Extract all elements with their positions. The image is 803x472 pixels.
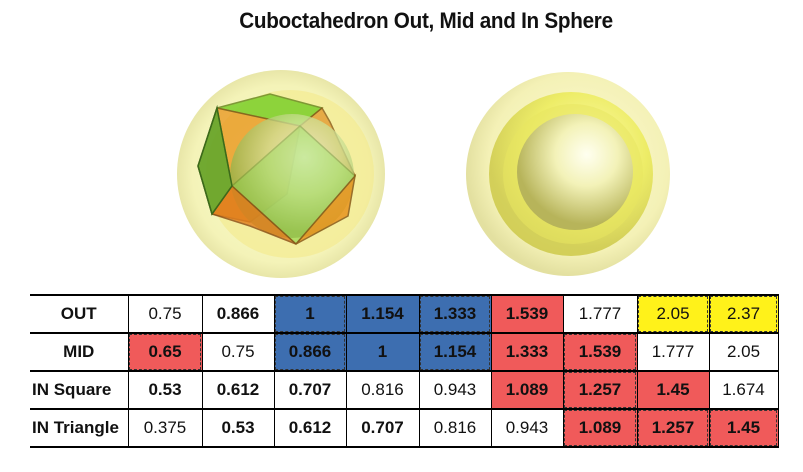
radius-table: OUT 0.75 0.866 1 1.154 1.333 1.539 1.777 2.05 2.3…	[30, 294, 779, 448]
table-cell: 0.866	[273, 332, 347, 372]
table-cell: 1.777	[562, 294, 638, 334]
table-cell: 0.943	[490, 408, 564, 448]
table-row: IN Square 0.53 0.612 0.707 0.816 0.943 1.089 1.…	[30, 370, 779, 410]
table-cell: 0.707	[273, 370, 347, 410]
cuboctahedron-sphere-image	[172, 66, 390, 282]
table-cell: 1.257	[562, 370, 638, 410]
table-cell: 0.53	[127, 370, 203, 410]
row-header: IN Triangle	[30, 408, 129, 448]
table-cell: 0.816	[418, 408, 492, 448]
table-cell: 0.866	[201, 294, 275, 334]
nested-spheres-image	[462, 66, 680, 282]
row-header: MID	[30, 332, 129, 372]
table-cell: 1.154	[345, 294, 420, 334]
table-cell: 0.943	[418, 370, 492, 410]
table-row: OUT 0.75 0.866 1 1.154 1.333 1.539 1.777 2.05 2.3…	[30, 294, 779, 334]
table-cell: 1	[273, 294, 347, 334]
table-cell: 1.089	[562, 408, 638, 448]
table-cell: 0.75	[127, 294, 203, 334]
table-cell: 0.612	[273, 408, 347, 448]
table-cell: 2.05	[708, 332, 779, 372]
table-cell: 0.612	[201, 370, 275, 410]
row-header: OUT	[30, 294, 129, 334]
table-cell: 1.257	[636, 408, 710, 448]
table-cell: 0.707	[345, 408, 420, 448]
table-cell: 1.539	[490, 294, 564, 334]
table-cell: 1.333	[418, 294, 492, 334]
table-cell: 0.816	[345, 370, 420, 410]
table-cell: 1.089	[490, 370, 564, 410]
table-cell: 1.45	[708, 408, 779, 448]
table-cell: 1.45	[636, 370, 710, 410]
table-cell: 0.75	[201, 332, 275, 372]
table-cell: 0.53	[201, 408, 275, 448]
table-cell: 1.333	[490, 332, 564, 372]
table-row: MID 0.65 0.75 0.866 1 1.154 1.333 1.539 1.777 2.0…	[30, 332, 779, 372]
table-cell: 1	[345, 332, 420, 372]
table-cell: 0.65	[127, 332, 203, 372]
table-cell: 2.05	[636, 294, 710, 334]
table-cell: 1.154	[418, 332, 492, 372]
table-cell: 1.674	[708, 370, 779, 410]
table-cell: 1.539	[562, 332, 638, 372]
table-row: IN Triangle 0.375 0.53 0.612 0.707 0.816 0.943…	[30, 408, 779, 448]
sphere-icon	[466, 72, 670, 276]
page-title: Cuboctahedron Out, Mid and In Sphere	[239, 8, 613, 33]
row-header: IN Square	[30, 370, 129, 410]
cuboctahedron-icon	[177, 70, 385, 278]
table-cell: 1.777	[636, 332, 710, 372]
table-cell: 2.37	[708, 294, 779, 334]
table-cell: 0.375	[127, 408, 203, 448]
